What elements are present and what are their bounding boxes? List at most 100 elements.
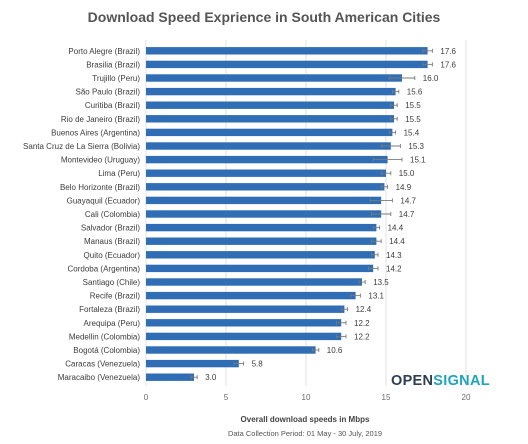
error-bar [335, 334, 347, 339]
error-bar [380, 171, 392, 176]
category-label: Buenos Aires (Argentina) [51, 128, 140, 137]
error-bars [190, 48, 433, 380]
category-label: Santa Cruz de La Sierra (Bolivia) [23, 142, 140, 151]
bar [146, 115, 394, 123]
value-label: 13.5 [373, 278, 389, 287]
value-label: 10.6 [327, 346, 343, 355]
x-axis-label: Overall download speeds in Mbps [241, 415, 370, 424]
bars [146, 47, 428, 381]
data-collection-note: Data Collection Period: 01 May - 30 July… [228, 429, 382, 438]
value-label: 14.2 [386, 264, 402, 273]
value-label: 15.3 [408, 142, 424, 151]
error-bar [190, 375, 198, 380]
error-bar [372, 225, 381, 230]
error-bar [388, 130, 397, 135]
chart-title: Download Speed Exprience in South Americ… [87, 9, 441, 25]
value-label: 14.7 [399, 210, 415, 219]
error-bar [311, 348, 320, 352]
logo-text-open: OPEN [391, 373, 434, 389]
error-bar [350, 293, 361, 298]
error-bar [380, 184, 389, 189]
bar [146, 346, 316, 354]
value-label: 15.1 [410, 156, 426, 165]
bar [146, 251, 375, 259]
x-tick-label: 20 [462, 393, 471, 402]
category-label: Guayaquil (Ecuador) [67, 196, 141, 205]
bar [146, 210, 382, 218]
value-label: 15.0 [399, 169, 415, 178]
category-label: Manaus (Brazil) [84, 237, 140, 246]
bar [146, 278, 362, 286]
category-label: Porto Alegre (Brazil) [68, 47, 140, 56]
bar [146, 101, 394, 109]
value-label: 14.3 [386, 251, 402, 260]
value-label: 16.0 [423, 74, 439, 83]
error-bar [358, 280, 366, 284]
category-label: Rio de Janeiro (Brazil) [61, 115, 140, 124]
error-bar [371, 239, 382, 244]
bar [146, 47, 428, 55]
bar [146, 319, 342, 327]
error-bar [371, 252, 379, 257]
bar [146, 155, 388, 164]
bar [146, 237, 377, 245]
value-label: 15.5 [405, 101, 421, 110]
error-bar [233, 361, 245, 366]
error-bar [390, 103, 398, 108]
category-label: Maracaibo (Venezuela) [58, 373, 141, 382]
error-bar [390, 116, 398, 121]
error-bar [340, 307, 349, 312]
error-bar [369, 198, 393, 203]
category-label: Lima (Peru) [98, 169, 140, 178]
opensignal-logo: OPENSIGNAL [391, 373, 490, 389]
value-label: 14.4 [389, 237, 405, 246]
category-label: São Paulo (Brazil) [76, 88, 141, 97]
category-label: Cali (Colombia) [85, 210, 140, 219]
category-label: Trujillo (Peru) [92, 74, 140, 83]
category-label: Salvador (Brazil) [81, 224, 140, 233]
category-label: Cordoba (Argentina) [68, 264, 141, 273]
value-labels: 17.617.616.015.615.515.515.415.315.115.0… [205, 47, 456, 382]
category-label: Fortaleza (Brazil) [79, 305, 140, 314]
bar [146, 74, 402, 82]
category-label: Quito (Ecuador) [84, 251, 141, 260]
value-label: 15.4 [404, 128, 420, 137]
error-bar [371, 212, 392, 216]
bar [146, 196, 382, 205]
category-label: Belo Horizonte (Brazil) [60, 183, 140, 192]
value-label: 12.4 [356, 305, 372, 314]
value-label: 12.2 [354, 319, 370, 328]
category-label: Caracas (Venezuela) [65, 360, 140, 369]
bar [146, 60, 428, 69]
error-bar [388, 76, 416, 80]
logo-text-signal: SIGNAL [433, 373, 490, 389]
x-tick-label: 5 [224, 393, 229, 402]
value-label: 3.0 [205, 373, 217, 382]
bar [146, 183, 385, 191]
error-bar [335, 320, 347, 325]
value-label: 14.9 [396, 183, 412, 192]
bar [146, 87, 396, 96]
bar [146, 373, 194, 381]
x-tick-label: 10 [302, 393, 311, 402]
bar [146, 264, 374, 273]
bar [146, 359, 239, 368]
category-label: Bogotá (Colombia) [73, 346, 140, 355]
bar [146, 332, 342, 341]
value-label: 5.8 [252, 360, 264, 369]
bar [146, 169, 386, 177]
value-label: 14.7 [400, 196, 416, 205]
x-tick-labels: 0 5 10 15 20 [144, 393, 471, 402]
category-label: Medellin (Colombia) [69, 332, 140, 341]
category-label: Curitiba (Brazil) [85, 101, 140, 110]
value-label: 17.6 [440, 60, 456, 69]
error-bar [422, 48, 433, 53]
value-label: 13.1 [368, 292, 384, 301]
category-label: Santiago (Chile) [83, 278, 141, 287]
bar [146, 223, 377, 232]
value-label: 15.5 [405, 115, 421, 124]
x-tick-label: 0 [144, 393, 149, 402]
category-label: Brasilia (Brazil) [86, 60, 140, 69]
value-label: 14.4 [388, 224, 404, 233]
